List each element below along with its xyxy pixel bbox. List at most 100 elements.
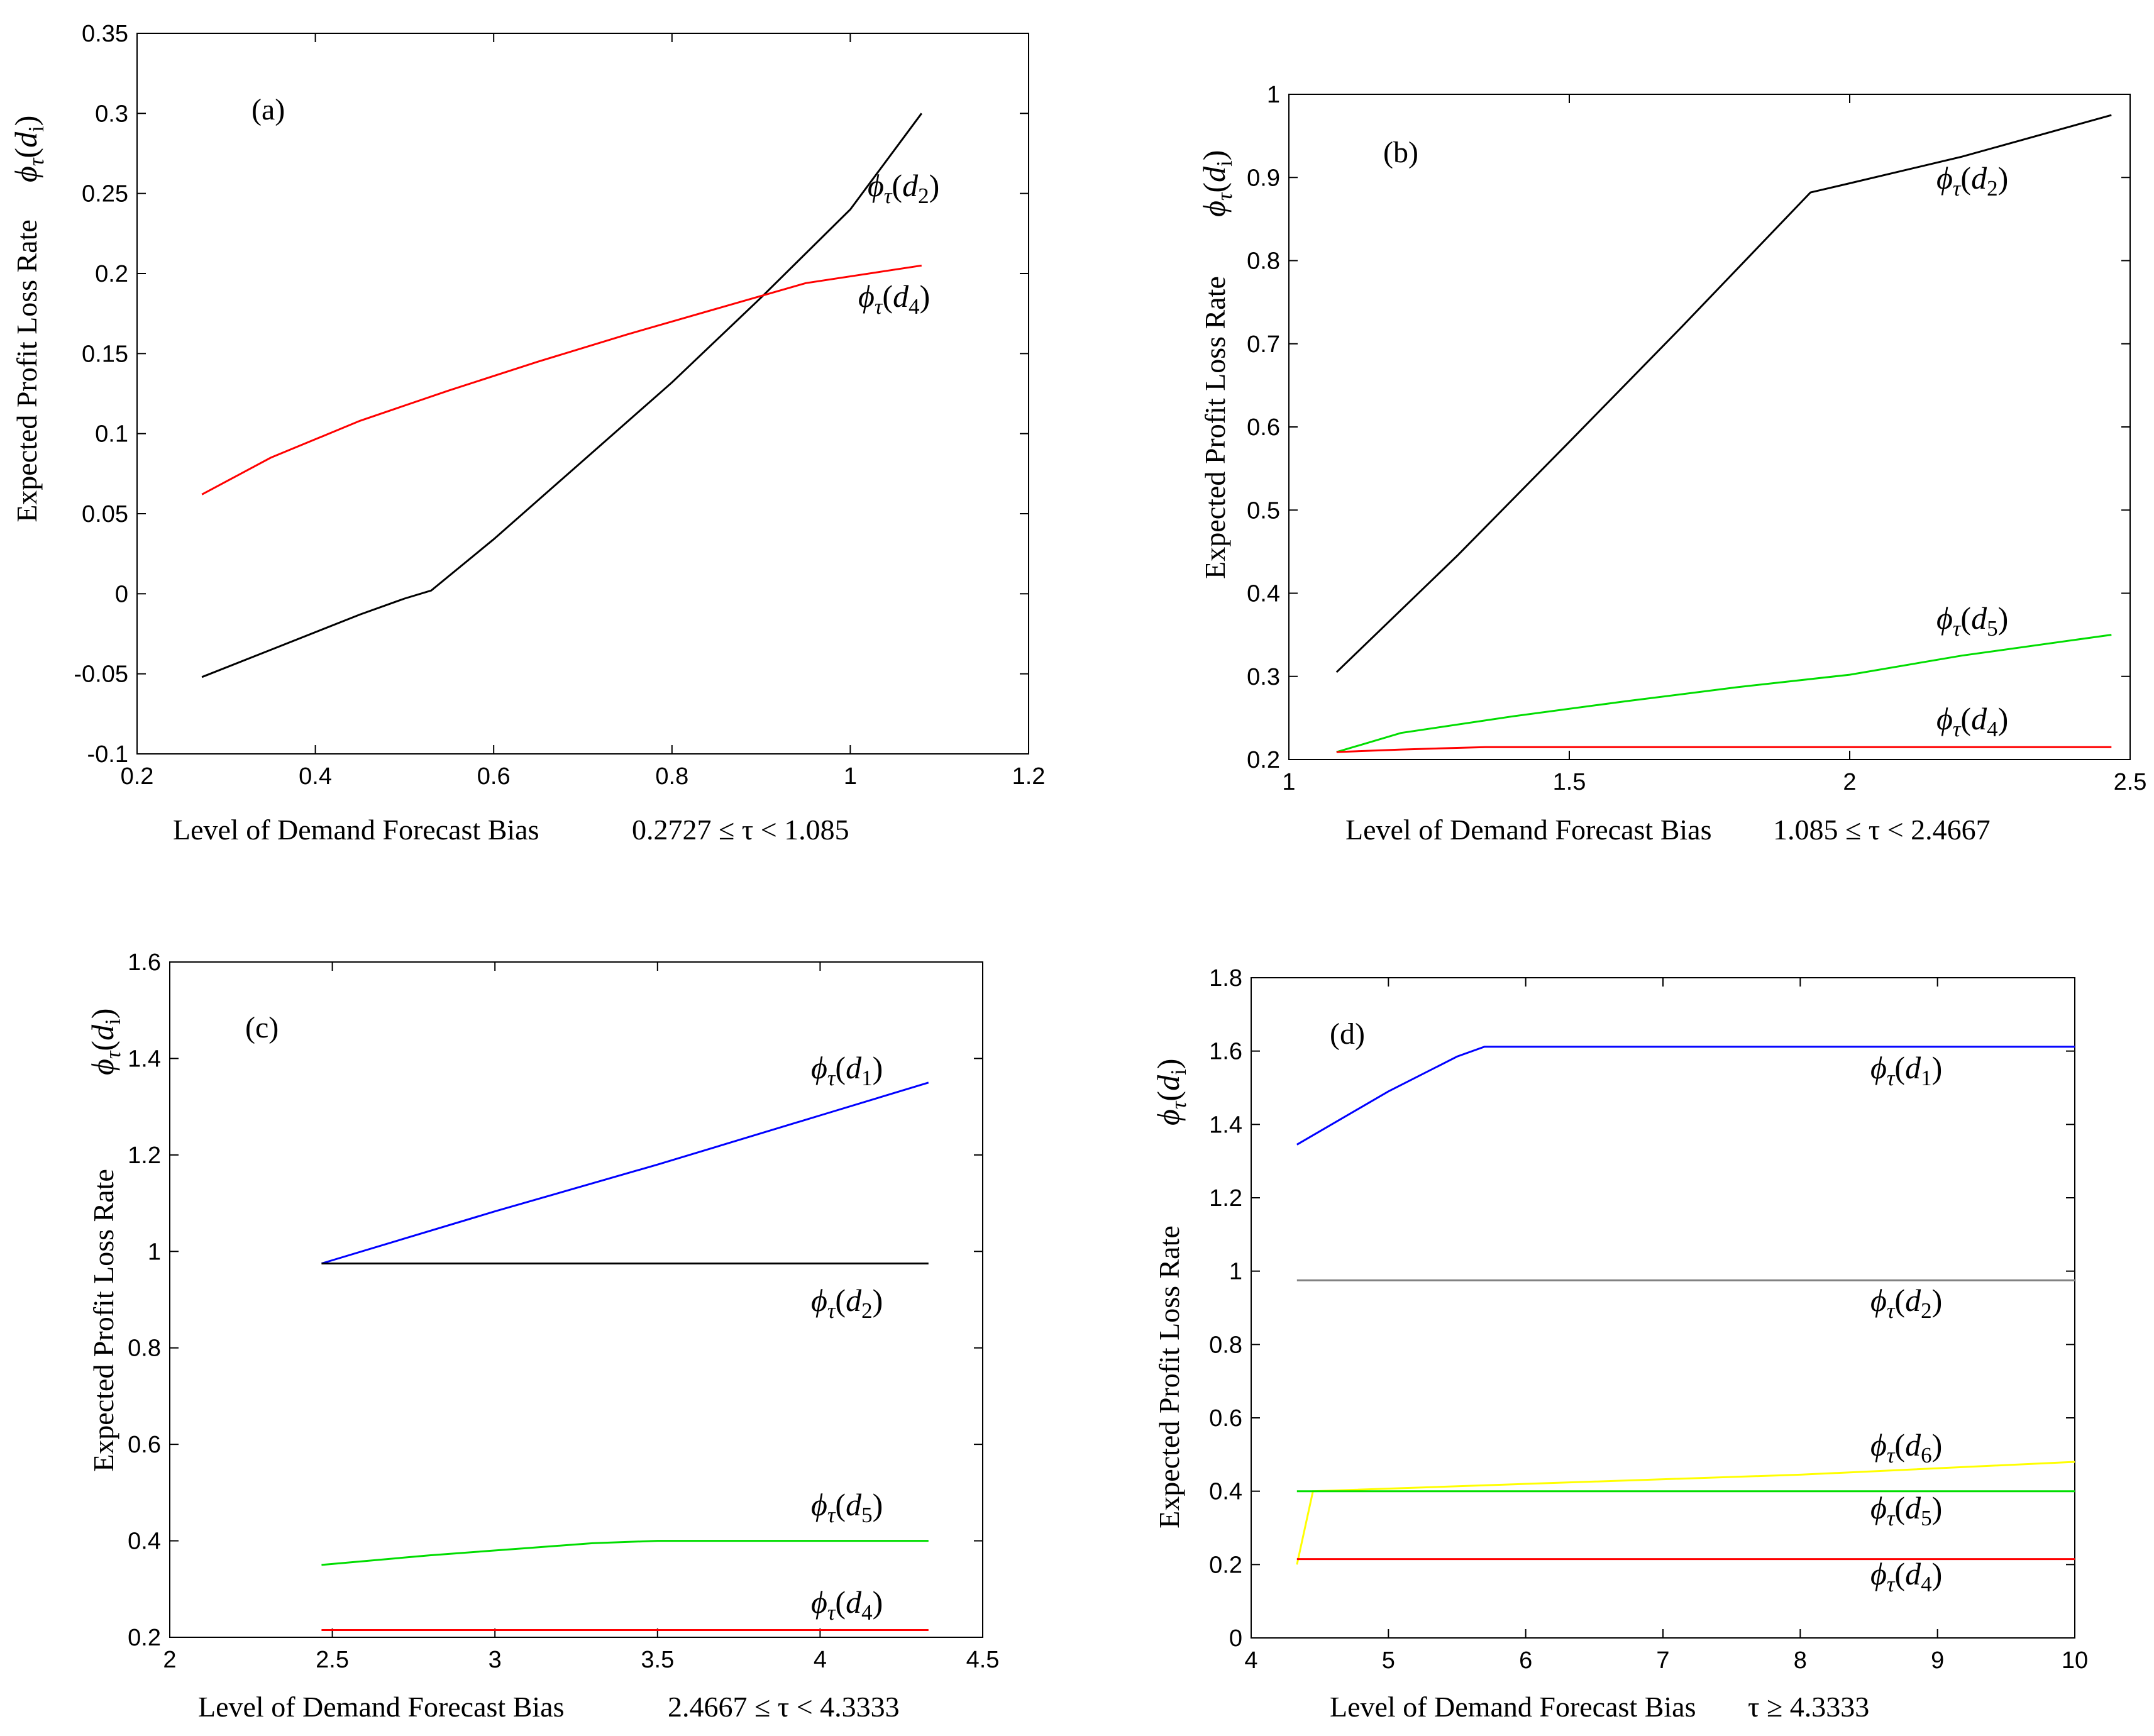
y-tick-label: 0.4 xyxy=(128,1529,161,1555)
y-tick-label: 0.4 xyxy=(1209,1479,1242,1505)
panel-3: 2 2.5 3 3.5 4 4.5 0.2 0.4 0.6 0.8 1 1.2 1.4 1.6 ϕτ(d1)… xyxy=(85,949,999,1723)
x-tick-label: 6 xyxy=(1519,1647,1532,1674)
x-tick-label: 3 xyxy=(489,1647,502,1673)
y-tick-label: 1.2 xyxy=(128,1142,161,1169)
y-tick-label: 1 xyxy=(1229,1259,1242,1285)
y-tick-label: 0.6 xyxy=(128,1432,161,1458)
y-tick-label: 1 xyxy=(1267,82,1280,108)
x-tick-label: 2 xyxy=(163,1647,176,1673)
series-annotation-d2: ϕτ(d2) xyxy=(1870,1283,1942,1323)
x-tick-label: 4 xyxy=(1244,1647,1257,1674)
y-tick-label: 0.4 xyxy=(1247,581,1280,607)
series-annotation-d1: ϕτ(d1) xyxy=(1870,1050,1942,1090)
y-axis-title: Expected Profit Loss Rate xyxy=(1199,276,1231,579)
series-annotation-d5: ϕτ(d5) xyxy=(1870,1490,1942,1530)
y-axis-title: Expected Profit Loss Rate xyxy=(1153,1225,1185,1529)
series-line-d5 xyxy=(321,1540,929,1566)
x-axis-title: Level of Demand Forecast Bias xyxy=(198,1691,564,1723)
panel-label: (b) xyxy=(1383,136,1418,169)
x-tick-label: 0.2 xyxy=(121,763,154,790)
y-tick-label: 0.3 xyxy=(1247,664,1280,690)
y-tick-label: 0.6 xyxy=(1247,414,1280,441)
y-tick-label: 0 xyxy=(1229,1625,1242,1652)
x-tick-label: 1 xyxy=(844,763,857,790)
y-tick-label: 0 xyxy=(115,581,128,607)
panel-1: 0.2 0.4 0.6 0.8 1 1.2 -0.1 -0.05 0 0.05 0.1 0.15 0.2… xyxy=(8,21,1045,846)
series-line-d1 xyxy=(321,1081,929,1264)
series-annotation-d4: ϕτ(d4) xyxy=(858,279,930,319)
x-axis-condition: τ ≥ 4.3333 xyxy=(1748,1691,1869,1723)
y-tick-label: 1.6 xyxy=(1209,1039,1242,1065)
y-axis-title: Expected Profit Loss Rate xyxy=(11,219,43,522)
series-annotation-d4: ϕτ(d4) xyxy=(1936,701,2008,741)
x-tick-label: 4.5 xyxy=(966,1647,1000,1673)
series-annotation-d6: ϕτ(d6) xyxy=(1870,1427,1942,1468)
series-annotation-d4: ϕτ(d4) xyxy=(811,1584,883,1625)
y-tick-label: 0.2 xyxy=(128,1625,161,1651)
x-tick-label: 1.5 xyxy=(1553,769,1586,795)
x-tick-label: 0.6 xyxy=(477,763,511,790)
y-tick-label: 1.2 xyxy=(1209,1185,1242,1212)
panel-4: 4 5 6 7 8 9 10 0 0.2 0.4 0.6 0.8 1 1.2 1.4 1.6 1.8 ϕτ(d1)… xyxy=(1151,965,2088,1723)
x-axis-condition: 1.085 ≤ τ < 2.4667 xyxy=(1773,814,1991,846)
x-tick-label: 1.2 xyxy=(1012,763,1046,790)
series-line-d2 xyxy=(201,113,923,678)
panel-label: (c) xyxy=(245,1011,279,1044)
y-tick-label: 0.1 xyxy=(95,421,128,448)
series-line-d5 xyxy=(1336,634,2112,753)
series-line-d2 xyxy=(1335,114,2112,673)
x-tick-label: 9 xyxy=(1931,1647,1944,1674)
y-axis-title: Expected Profit Loss Rate xyxy=(87,1169,119,1472)
panel-label: (d) xyxy=(1330,1017,1365,1051)
x-tick-label: 10 xyxy=(2062,1647,2088,1674)
y-axis-symbol: ϕτ(di) xyxy=(1196,150,1237,217)
y-tick-label: 0.15 xyxy=(82,341,128,367)
series-annotation-d1: ϕτ(d1) xyxy=(811,1050,883,1090)
axes-frame xyxy=(169,961,983,1638)
y-tick-label: 0.8 xyxy=(1209,1332,1242,1358)
x-tick-label: 0.4 xyxy=(299,763,332,790)
y-tick-label: 0.6 xyxy=(1209,1405,1242,1432)
x-axis-title: Level of Demand Forecast Bias xyxy=(173,814,539,846)
x-tick-label: 3.5 xyxy=(641,1647,674,1673)
y-tick-label: 0.05 xyxy=(82,501,128,528)
x-axis-title: Level of Demand Forecast Bias xyxy=(1345,814,1711,846)
y-axis-symbol: ϕτ(di) xyxy=(85,1009,125,1075)
y-tick-label: -0.1 xyxy=(87,741,128,768)
series-annotation-d5: ϕτ(d5) xyxy=(1936,600,2008,641)
x-tick-label: 4 xyxy=(814,1647,827,1673)
x-tick-label: 2 xyxy=(1843,769,1856,795)
x-tick-label: 7 xyxy=(1656,1647,1669,1674)
x-tick-label: 1 xyxy=(1282,769,1295,795)
axes-frame xyxy=(136,33,1029,755)
y-tick-label: 0.7 xyxy=(1247,331,1280,358)
y-tick-label: 0.8 xyxy=(1247,248,1280,275)
series-annotation-d5: ϕτ(d5) xyxy=(811,1487,883,1527)
y-axis-symbol: ϕτ(di) xyxy=(1151,1059,1191,1125)
x-tick-label: 0.8 xyxy=(655,763,688,790)
y-tick-label: 0.2 xyxy=(1209,1552,1242,1578)
y-tick-label: -0.05 xyxy=(74,661,128,688)
series-annotation-d2: ϕτ(d2) xyxy=(1936,160,2008,201)
x-axis-condition: 0.2727 ≤ τ < 1.085 xyxy=(632,814,849,846)
axes-frame xyxy=(1251,977,2075,1639)
x-tick-label: 2.5 xyxy=(2114,769,2147,795)
y-tick-label: 0.3 xyxy=(95,101,128,127)
y-tick-label: 1.4 xyxy=(1209,1112,1242,1138)
series-annotation-d4: ϕτ(d4) xyxy=(1870,1556,1942,1596)
y-tick-label: 0.8 xyxy=(128,1335,161,1362)
y-tick-label: 1.4 xyxy=(128,1046,161,1072)
series-annotation-d2: ϕτ(d2) xyxy=(868,168,939,208)
series-annotation-d2: ϕτ(d2) xyxy=(811,1283,883,1323)
x-tick-label: 5 xyxy=(1382,1647,1395,1674)
y-tick-label: 0.2 xyxy=(1247,747,1280,773)
x-tick-label: 2.5 xyxy=(316,1647,349,1673)
panel-label: (a) xyxy=(251,93,285,126)
y-tick-label: 0.2 xyxy=(95,261,128,287)
y-tick-label: 0.35 xyxy=(82,21,128,47)
series-line-d4 xyxy=(1336,746,2112,753)
x-tick-label: 8 xyxy=(1794,1647,1807,1674)
y-tick-label: 1 xyxy=(148,1239,161,1265)
y-tick-label: 1.8 xyxy=(1209,965,1242,992)
